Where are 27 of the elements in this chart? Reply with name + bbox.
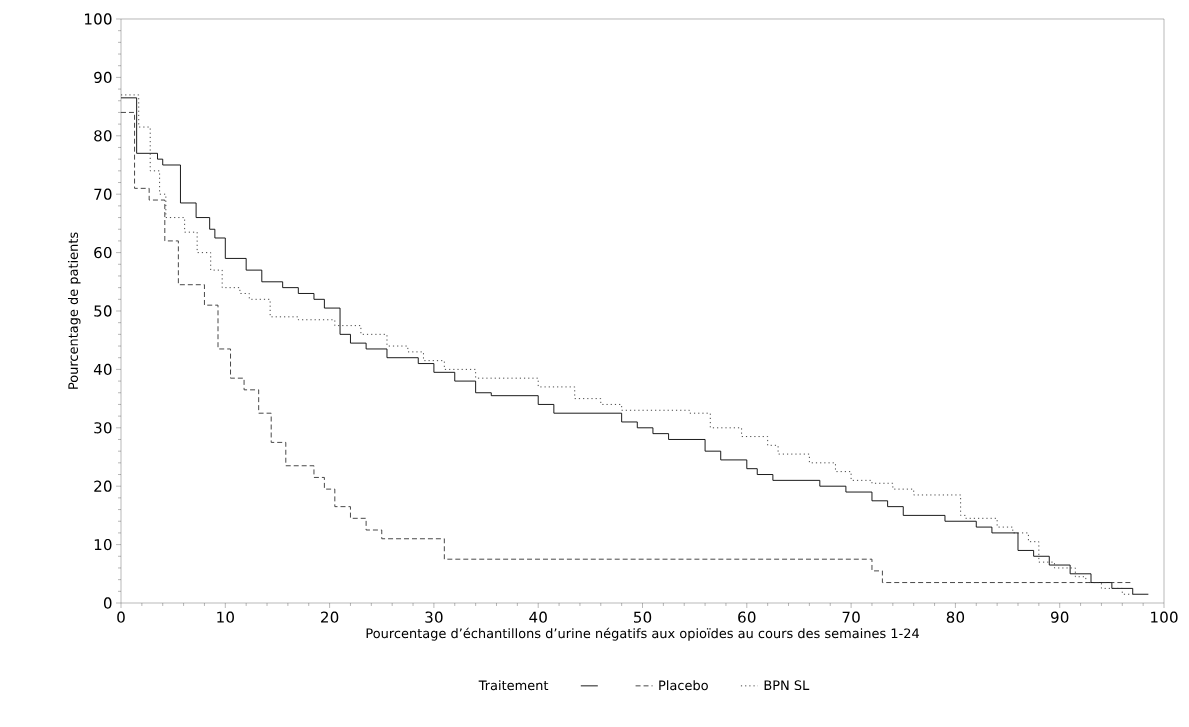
x-axis-title: Pourcentage d’échantillons d’urine négatifs aux opioïdes au cours des semaines 1-24 bbox=[366, 627, 919, 641]
y-tick-label: 40 bbox=[93, 363, 112, 376]
x-tick-label: 10 bbox=[217, 611, 234, 623]
x-tick-label: 70 bbox=[842, 611, 860, 623]
x-tick-label: 30 bbox=[425, 611, 443, 623]
x-tick-label: 0 bbox=[117, 611, 125, 623]
x-tick-label: 40 bbox=[529, 611, 547, 623]
y-tick-label: 10 bbox=[94, 538, 112, 551]
y-tick-label: 100 bbox=[85, 13, 112, 25]
x-tick-label: 90 bbox=[1050, 611, 1069, 623]
y-tick-label: 80 bbox=[94, 130, 112, 142]
legend-label: Placebo bbox=[659, 680, 708, 691]
y-axis-title: Pourcentage de patients bbox=[67, 232, 81, 389]
x-tick-label: 60 bbox=[738, 611, 756, 623]
y-tick-label: 0 bbox=[103, 597, 112, 609]
y-tick-label: 30 bbox=[94, 422, 112, 434]
legend-label: BPN SL bbox=[764, 680, 810, 691]
y-tick-label: 50 bbox=[94, 305, 112, 317]
x-tick-label: 50 bbox=[634, 611, 652, 623]
x-tick-label: 100 bbox=[1151, 611, 1178, 623]
x-tick-label: 80 bbox=[946, 611, 965, 623]
y-tick-label: 20 bbox=[94, 480, 112, 492]
y-tick-label: 90 bbox=[94, 71, 112, 84]
legend-title: Traitement bbox=[478, 680, 549, 691]
y-tick-label: 70 bbox=[94, 188, 112, 200]
x-tick-label: 20 bbox=[321, 611, 339, 623]
y-tick-label: 60 bbox=[94, 246, 112, 259]
